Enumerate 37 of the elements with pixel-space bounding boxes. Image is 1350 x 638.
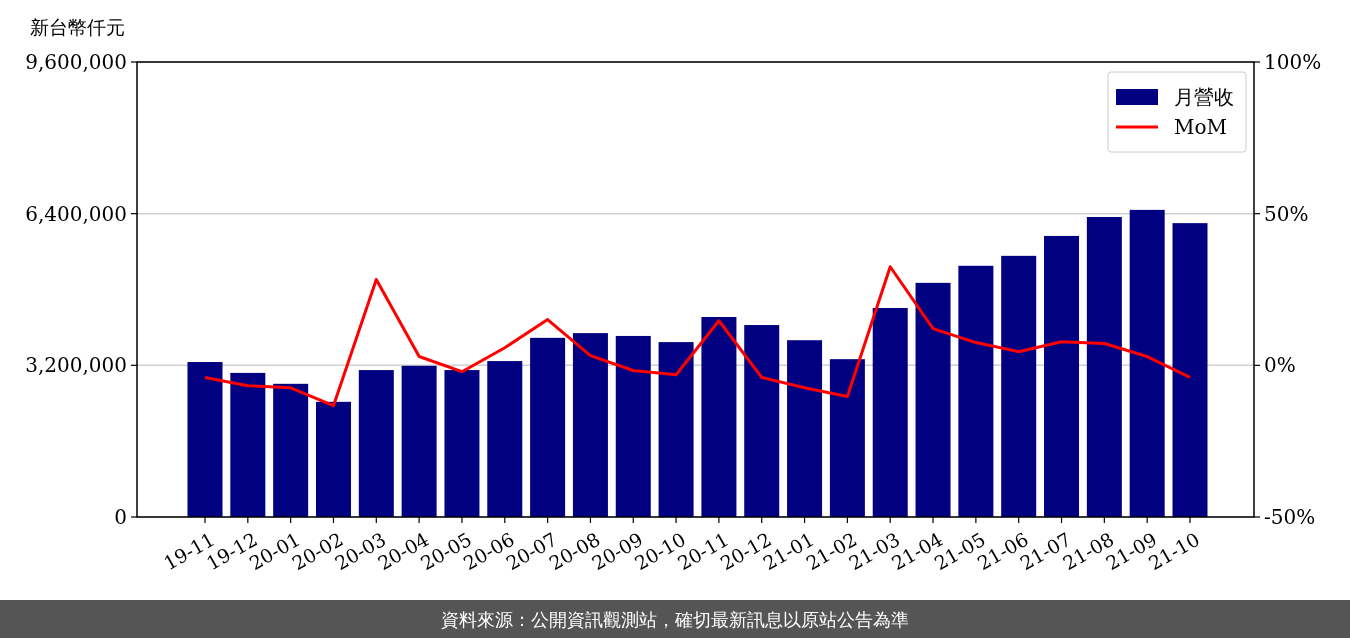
- bar: [487, 361, 523, 517]
- bar: [1044, 235, 1080, 517]
- bar: [615, 335, 651, 517]
- bar: [530, 337, 566, 517]
- bar: [872, 307, 908, 517]
- bar: [958, 265, 994, 517]
- bar: [829, 359, 865, 517]
- legend-label: MoM: [1174, 115, 1227, 139]
- bar: [744, 325, 780, 517]
- y-tick-label: 3,200,000: [25, 353, 127, 378]
- bar: [315, 401, 351, 517]
- bar: [701, 316, 737, 517]
- bar: [658, 342, 694, 517]
- bar: [1086, 216, 1122, 517]
- bar: [358, 370, 394, 517]
- bar: [230, 372, 266, 517]
- y2-tick-label: -50%: [1264, 505, 1316, 529]
- bar: [572, 333, 608, 517]
- bar: [187, 362, 223, 517]
- bar: [1172, 223, 1208, 517]
- bar: [915, 282, 951, 517]
- line-series: [203, 265, 1192, 408]
- bar: [401, 365, 437, 517]
- legend-label: 月營收: [1174, 85, 1234, 109]
- y-tick-label: 0: [114, 505, 127, 529]
- bar: [1129, 209, 1165, 517]
- y2-tick-label: 100%: [1264, 50, 1322, 74]
- source-note: 資料來源：公開資訊觀測站，確切最新訊息以原站公告為準: [441, 609, 909, 630]
- y-axis-title: 新台幣仟元: [30, 16, 125, 38]
- bar: [1001, 255, 1037, 517]
- bar: [444, 370, 480, 517]
- y-tick-label: 9,600,000: [25, 50, 127, 74]
- y2-tick-label: 0%: [1264, 353, 1296, 378]
- y2-tick-label: 50%: [1264, 201, 1309, 226]
- bar: [273, 383, 309, 517]
- bar: [787, 340, 823, 517]
- y-tick-label: 6,400,000: [25, 201, 127, 226]
